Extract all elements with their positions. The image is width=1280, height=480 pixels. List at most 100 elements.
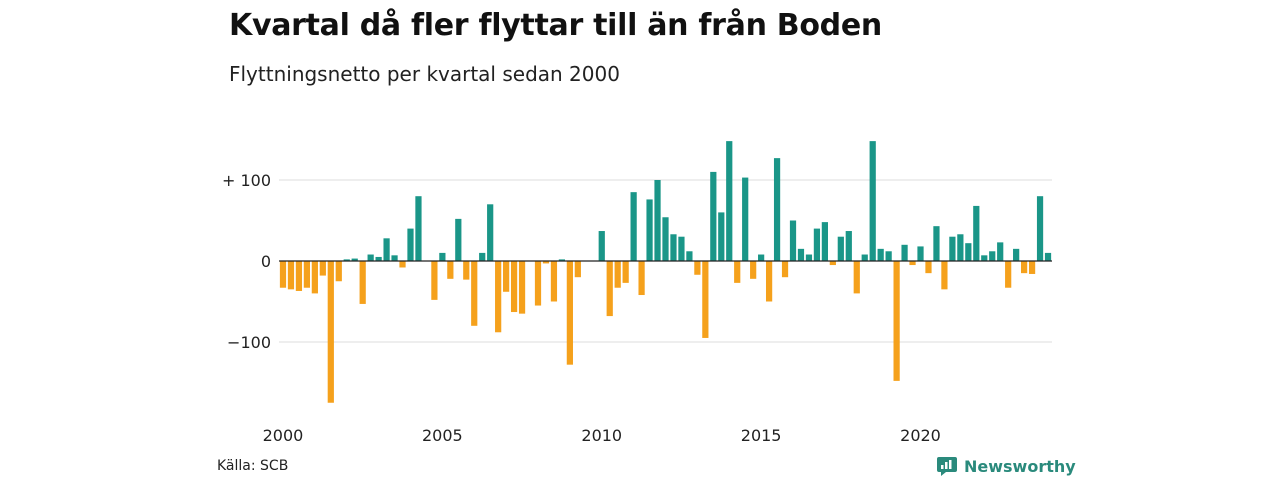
- bar-positive: [479, 252, 486, 261]
- bar-negative: [694, 261, 701, 275]
- bar-positive: [813, 228, 821, 261]
- bar-positive: [383, 238, 390, 261]
- newsworthy-icon: [937, 457, 957, 476]
- source-label: Källa: SCB: [217, 458, 289, 474]
- bar-positive: [630, 192, 637, 261]
- bars: [279, 141, 1052, 403]
- bar-negative: [606, 261, 613, 317]
- x-tick-label: 2000: [263, 426, 304, 445]
- bar-positive: [973, 205, 980, 261]
- bar-negative: [463, 261, 470, 280]
- bar-positive: [845, 231, 852, 261]
- bar-positive: [877, 248, 884, 261]
- bar-negative: [941, 261, 948, 290]
- bar-positive: [965, 243, 972, 261]
- bar-negative: [359, 261, 366, 304]
- bar-positive: [742, 177, 749, 261]
- bar-positive: [686, 251, 693, 261]
- x-tick-label: 2010: [581, 426, 622, 445]
- bar-positive: [789, 220, 797, 261]
- bar-negative: [909, 261, 916, 266]
- bar-positive: [407, 228, 414, 261]
- bar-positive: [415, 196, 422, 261]
- bar-positive: [654, 180, 661, 261]
- bar-negative: [295, 261, 303, 291]
- bar-positive: [718, 212, 725, 261]
- y-tick-label: 0: [261, 252, 271, 271]
- bar-negative: [1028, 261, 1036, 274]
- bar-negative: [471, 261, 478, 326]
- bar-positive: [487, 204, 494, 261]
- bar-negative: [319, 261, 326, 276]
- bar-negative: [781, 261, 789, 278]
- bar-positive: [367, 254, 374, 261]
- bar-negative: [750, 261, 757, 279]
- bar-negative: [638, 261, 645, 296]
- bar-negative: [327, 261, 334, 403]
- bar-negative: [447, 261, 454, 279]
- bar-negative: [734, 261, 741, 283]
- bar-positive: [797, 248, 805, 261]
- bar-negative: [893, 261, 900, 381]
- bar-positive: [343, 259, 350, 261]
- bar-negative: [518, 261, 526, 314]
- bar-chart: + 100 0 −100 2000 2005 2010 2015 2020: [222, 141, 1052, 445]
- y-tick-label: −100: [227, 333, 271, 352]
- bar-positive: [989, 251, 996, 261]
- x-tick-label: 2005: [422, 426, 463, 445]
- bar-positive: [997, 242, 1004, 261]
- bar-negative: [431, 261, 438, 300]
- bar-negative: [550, 261, 558, 302]
- bar-positive: [869, 141, 876, 261]
- x-axis-ticks: 2000 2005 2010 2015 2020: [263, 426, 941, 445]
- bar-negative: [829, 261, 836, 266]
- bar-negative: [1005, 261, 1012, 288]
- bar-negative: [614, 261, 621, 288]
- bar-negative: [566, 261, 573, 365]
- bar-negative: [287, 261, 295, 290]
- y-tick-label: + 100: [222, 171, 271, 190]
- bar-negative: [335, 261, 342, 282]
- bar-negative: [311, 261, 318, 294]
- bar-positive: [758, 254, 765, 261]
- bar-negative: [765, 261, 773, 302]
- bar-positive: [726, 141, 733, 261]
- bar-negative: [853, 261, 860, 294]
- bar-negative: [399, 261, 406, 268]
- bar-negative: [542, 261, 550, 264]
- bar-positive: [662, 217, 669, 261]
- bar-positive: [670, 234, 677, 261]
- bar-positive: [1044, 252, 1052, 261]
- bar-positive: [949, 236, 956, 261]
- chart-title: Kvartal då fler flyttar till än från Bod…: [229, 8, 882, 43]
- bar-positive: [861, 254, 868, 261]
- brand-name: Newsworthy: [964, 456, 1076, 476]
- y-axis-ticks: + 100 0 −100: [222, 171, 271, 352]
- bar-positive: [773, 158, 781, 261]
- bar-negative: [510, 261, 518, 313]
- x-tick-label: 2015: [741, 426, 782, 445]
- bar-positive: [917, 246, 924, 261]
- bar-negative: [534, 261, 542, 306]
- bar-positive: [558, 259, 566, 261]
- bar-positive: [1013, 248, 1020, 261]
- bar-positive: [391, 255, 398, 261]
- bar-positive: [455, 218, 462, 261]
- bar-positive: [439, 252, 446, 261]
- brand-logo[interactable]: Newsworthy: [936, 455, 1076, 477]
- bar-negative: [303, 261, 310, 288]
- bar-negative: [622, 261, 629, 283]
- bar-positive: [821, 222, 828, 261]
- bar-positive: [375, 256, 382, 261]
- bar-positive: [678, 236, 685, 261]
- bar-negative: [574, 261, 581, 278]
- grid-lines: [279, 179, 1052, 343]
- bar-negative: [702, 261, 709, 338]
- bar-negative: [1021, 261, 1028, 274]
- bar-positive: [351, 258, 358, 261]
- bar-positive: [710, 171, 717, 261]
- bar-positive: [901, 244, 908, 261]
- bar-positive: [933, 226, 940, 261]
- bar-positive: [885, 251, 892, 261]
- bar-negative: [925, 261, 932, 274]
